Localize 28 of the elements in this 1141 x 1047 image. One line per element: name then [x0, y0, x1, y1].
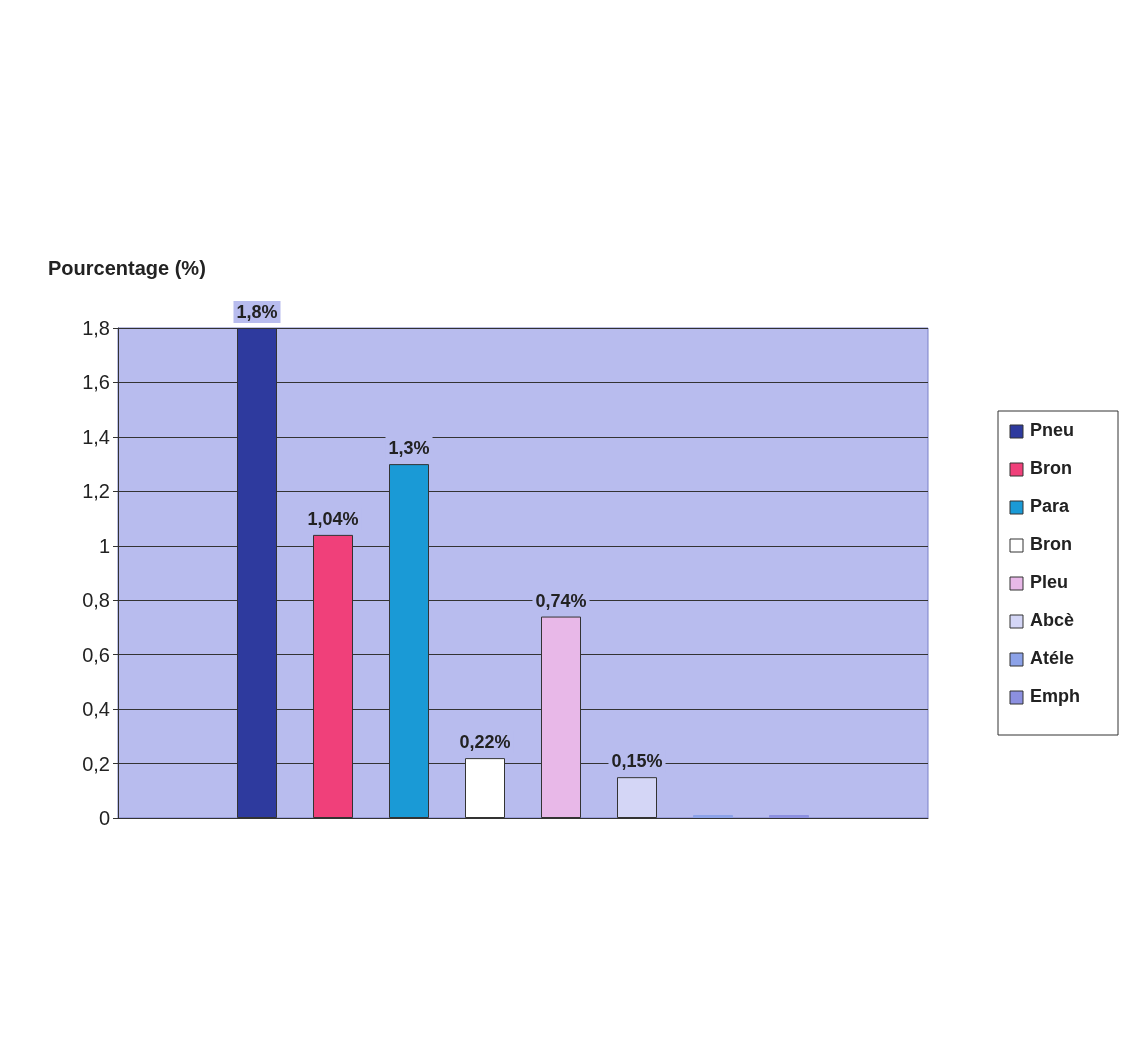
y-tick-label: 0 [98, 807, 110, 829]
data-label: 1,3% [388, 438, 430, 459]
y-tick-label: 1,6 [82, 371, 110, 394]
legend-label: Abcè [1030, 610, 1075, 630]
bar [769, 815, 809, 818]
data-label: 1,04% [307, 508, 359, 529]
legend-label: Atéle [1030, 648, 1075, 668]
y-axis-title: Pourcentage (%) [48, 257, 206, 279]
y-tick-label: 1,2 [82, 480, 110, 503]
legend-label: Bron [1030, 458, 1072, 478]
legend-label: Bron [1030, 534, 1072, 554]
y-tick-label: 0,4 [82, 698, 110, 721]
legend-label: Para [1030, 496, 1071, 516]
y-tick-label: 1,8 [82, 317, 110, 339]
y-tick-label: 0,8 [82, 589, 110, 612]
y-tick-label: 0,2 [82, 752, 110, 775]
bar [693, 815, 733, 818]
data-label: 0,15% [611, 751, 663, 772]
legend-label: Pneu [1030, 420, 1075, 440]
data-label: 1,8% [236, 302, 278, 322]
legend-label: Pleu [1030, 572, 1069, 592]
legend-label: Emph [1030, 686, 1081, 706]
data-label: 0,22% [459, 732, 511, 753]
bar [617, 777, 657, 818]
y-tick-label: 0,6 [82, 643, 110, 666]
y-tick-label: 1 [98, 534, 110, 557]
y-tick-label: 1,4 [82, 425, 110, 448]
data-label: 0,74% [535, 590, 587, 611]
